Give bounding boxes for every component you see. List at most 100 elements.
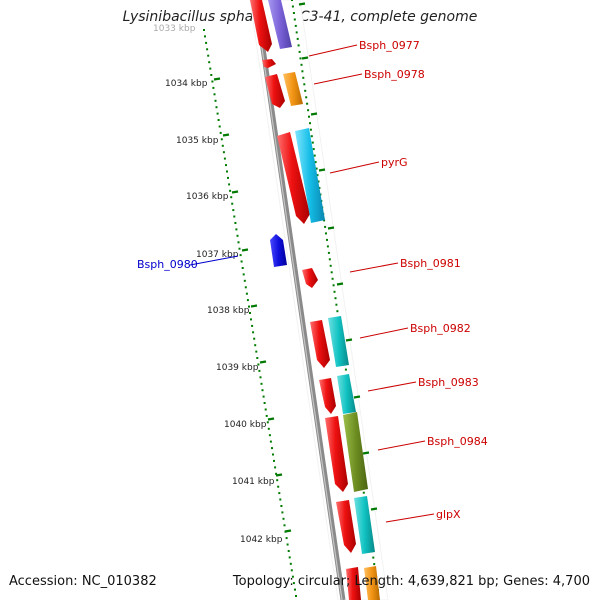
ruler-dot [306,102,309,105]
ruler-dot [298,50,301,53]
ruler-dot [266,421,269,424]
feature-cyan[interactable] [295,128,325,223]
gene-arrow-bsph0977[interactable] [250,0,272,52]
gene-arrow-bsph0980[interactable] [270,234,287,267]
ruler-tick [284,529,292,533]
ruler-dot [268,434,271,437]
gene-arrow-bottom[interactable] [346,567,361,600]
gene-label[interactable]: pyrG [381,156,408,169]
ruler-dot [336,310,339,313]
ruler-dot [372,556,375,559]
ruler-tick [259,360,267,364]
ruler-dot [304,89,307,92]
ruler-tick [241,248,249,252]
ruler-dot [294,588,296,591]
ruler-dot [328,258,331,261]
genome-backbone-highlight [254,0,343,600]
ruler-dot [303,83,306,86]
ruler-dot [233,215,236,218]
gene-arrow-bsph0978[interactable] [265,74,285,108]
ruler-dot [265,414,268,417]
ruler-dot [220,138,223,141]
gene-label[interactable]: Bsph_0983 [418,376,479,389]
ruler-dot [273,459,275,462]
gene-label[interactable]: Bsph_0982 [410,322,471,335]
callout-line [367,381,417,392]
gene-label[interactable]: glpX [436,508,461,521]
callout-line [377,440,426,451]
ruler-tick [310,112,318,116]
ruler-dot [230,196,233,199]
topology-text: Topology: circular; Length: 4,639,821 bp… [232,574,590,589]
ruler-dot [215,106,218,109]
ruler-dot [326,245,329,248]
ruler-dot [248,305,250,308]
ruler-dot [295,31,298,34]
gene-arrow-bsph0983[interactable] [319,378,336,414]
ruler-dot [236,234,239,237]
ruler-tick [353,395,361,399]
gene-label[interactable]: Bsph_0980 [137,258,198,271]
ruler-dot [212,86,215,89]
gene-arrow-glpx[interactable] [336,500,356,553]
ruler-dot [207,54,210,57]
ruler-dot [282,517,285,520]
ruler-dot [221,144,224,147]
gene-label[interactable]: Bsph_0978 [364,68,425,81]
ruler-dot [225,164,227,167]
ruler-label: 1040 kbp [224,420,267,430]
ruler-dot [302,76,305,79]
ruler-dot [269,440,272,443]
ruler-dot [218,125,221,128]
feature-orange[interactable] [364,566,380,600]
gene-label[interactable]: Bsph_0984 [427,435,488,448]
ruler-dot [259,376,262,379]
ruler-dot [309,128,312,131]
ruler-dot [203,29,205,31]
gene-arrow-small[interactable] [262,59,276,68]
ruler-tick [362,451,370,455]
ruler-dot [344,368,347,371]
ruler-tick [345,338,353,342]
gene-arrow-bsph0981[interactable] [302,268,318,288]
ruler-dot [238,247,241,250]
feature-teal[interactable] [337,374,356,414]
ruler-dots-left [203,29,297,597]
ruler-dot [254,344,257,347]
ruler-dot [239,254,242,257]
ruler-dot [310,135,313,138]
feature-teal[interactable] [354,496,375,554]
gene-label[interactable]: Bsph_0977 [359,39,420,52]
ruler-dot [232,209,235,212]
gene-arrow-pyrg[interactable] [277,132,310,224]
ruler-dot [263,402,266,404]
feature-olive[interactable] [343,412,368,492]
ruler-dot [240,260,243,263]
ruler-dot [330,271,333,274]
ruler-dot [235,228,238,231]
feature-teal[interactable] [328,316,349,367]
ruler-dot [264,408,267,411]
ruler-dot [283,524,286,527]
ruler-dot [226,170,228,173]
gene-label[interactable]: Bsph_0981 [400,257,461,270]
ruler-dot [326,238,328,241]
gene-arrow-bsph0984[interactable] [325,416,348,492]
ruler-dot [252,331,255,334]
ruler-dot [325,232,327,235]
ruler-dot [316,174,319,177]
ruler-dot [288,556,291,559]
ruler-dot [317,180,320,183]
ruler-dot [287,550,290,552]
ruler-dot [323,219,326,222]
ruler-tick [301,56,309,60]
feature-orange[interactable] [283,72,303,106]
ruler-dot [309,122,311,125]
ruler-dot [312,148,315,151]
ruler-dot [313,154,316,157]
ruler-dot [314,161,317,164]
gene-arrow-bsph0982[interactable] [310,320,330,368]
ruler-dot [214,99,217,102]
ruler-tick [213,77,221,81]
feature-purple[interactable] [268,0,292,49]
